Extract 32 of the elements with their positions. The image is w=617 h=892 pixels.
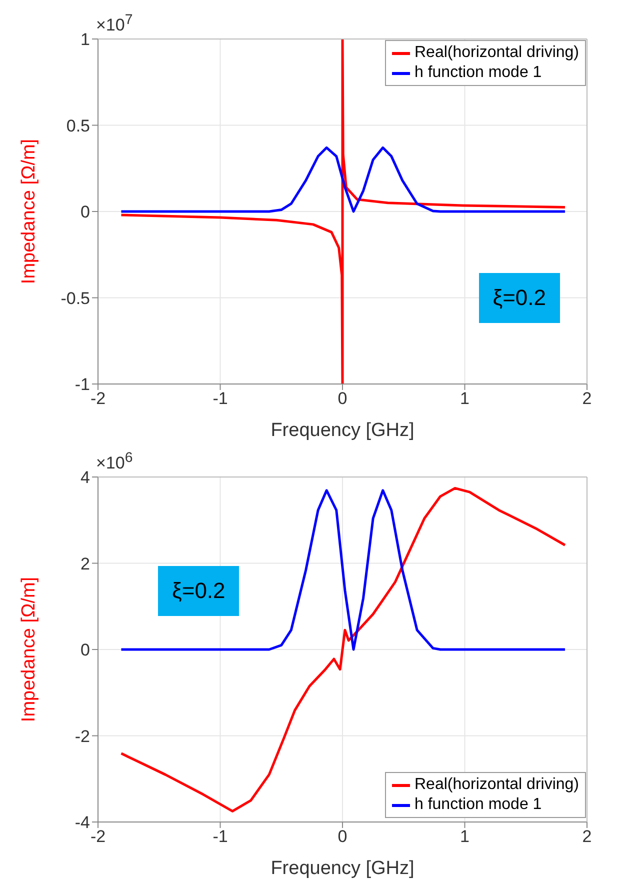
- x-tick-label: -1: [212, 827, 228, 846]
- line-series: [120, 146, 566, 213]
- x-tick-label: 1: [460, 389, 470, 408]
- text: ×10$^{7}$: [96, 12, 133, 36]
- y-tick-label: 0: [80, 640, 90, 660]
- y-tick-label: -1: [74, 375, 90, 394]
- y-tick-label: 0: [80, 202, 90, 222]
- x-axis-title: Frequency [GHz]: [270, 858, 414, 879]
- legend-label: Real(horizontal driving): [414, 775, 579, 795]
- legend-label: Real(horizontal driving): [414, 43, 579, 63]
- y-axis-title: Impedance [Ω/m]: [18, 576, 40, 722]
- y-tick-label: -2: [74, 726, 90, 746]
- y-tick-label: 1: [80, 30, 90, 50]
- x-axis-title: Frequency [GHz]: [270, 420, 414, 441]
- line-series: [120, 489, 566, 651]
- legend-label: h function mode 1: [414, 795, 542, 815]
- y-axis-title: Impedance [Ω/m]: [18, 138, 40, 284]
- y-tick-label: 4: [80, 468, 90, 488]
- x-tick-label: 0: [338, 827, 348, 846]
- text: ×10$^{6}$: [96, 450, 133, 474]
- annotation: ξ=0.2: [478, 273, 560, 323]
- y-tick-label: -0.5: [60, 288, 90, 308]
- x-tick-label: 1: [460, 827, 470, 846]
- y-tick-label: 0.5: [66, 116, 90, 136]
- x-tick-label: -1: [212, 389, 228, 408]
- y-tick-label: 2: [80, 554, 90, 574]
- legend-label: h function mode 1: [414, 63, 542, 83]
- x-tick-label: 0: [338, 389, 348, 408]
- annotation: ξ=0.2: [158, 566, 240, 616]
- x-tick-label: 2: [582, 827, 592, 846]
- y-tick-label: -4: [74, 813, 90, 832]
- x-tick-label: 2: [582, 389, 592, 408]
